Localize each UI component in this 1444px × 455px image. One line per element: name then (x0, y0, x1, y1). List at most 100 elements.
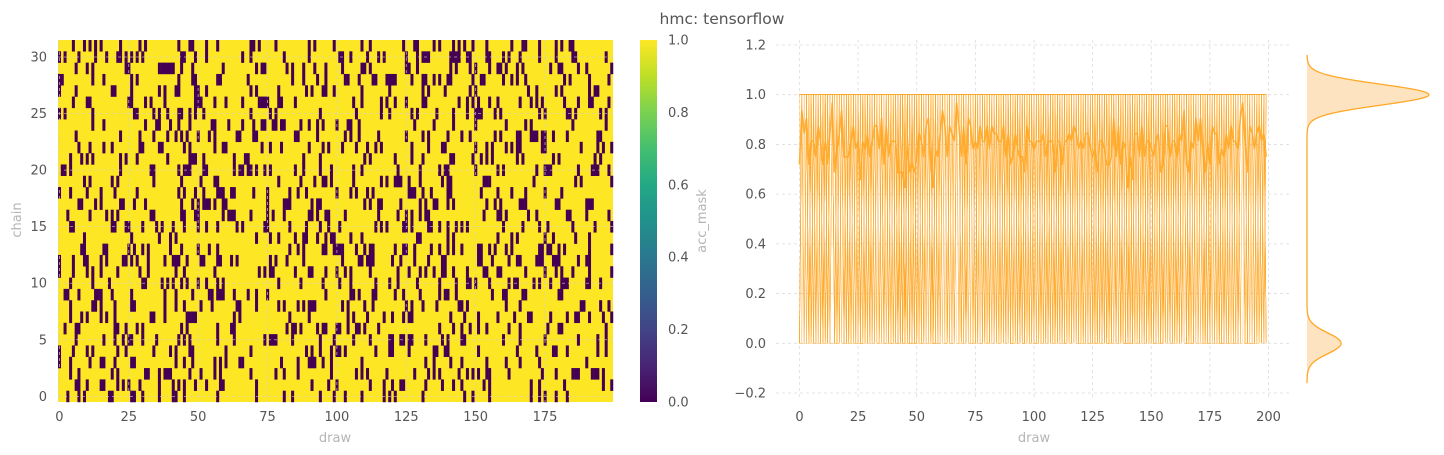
heatmap-cell (349, 266, 353, 278)
heatmap-cell (607, 96, 611, 109)
heatmap-cell (479, 73, 483, 86)
heatmap-cell (293, 164, 297, 176)
heatmap-cell (282, 300, 286, 312)
heatmap-cell (468, 51, 472, 63)
heatmap-cell (477, 311, 481, 324)
heatmap-cell (443, 164, 447, 176)
heatmap-cell (102, 73, 106, 86)
heatmap-cell (435, 345, 439, 357)
heatmap-cell (135, 153, 139, 165)
heatmap-cell (94, 198, 98, 210)
heatmap-cell (596, 368, 600, 380)
heatmap-cell (488, 379, 492, 391)
heatmap-cell (432, 368, 436, 380)
heatmap-cell (438, 243, 442, 256)
heatmap-cell (427, 85, 431, 97)
heatmap-cell (399, 198, 403, 210)
heatmap-cell (163, 62, 167, 75)
heatmap-cell (271, 209, 275, 222)
heatmap-cell (80, 153, 84, 165)
heatmap-cell (435, 198, 439, 210)
heatmap-cell (218, 73, 222, 86)
heatmap-cell (85, 266, 89, 278)
heatmap-cell (377, 130, 381, 143)
heatmap-cell (302, 164, 306, 176)
heatmap-cell (191, 198, 195, 210)
heatmap-cell (191, 288, 195, 301)
heatmap-cell (163, 288, 167, 301)
heatmap-cell (346, 322, 350, 335)
heatmap-cell (255, 85, 259, 97)
heatmap-cell (554, 254, 558, 267)
heatmap-cell (291, 322, 295, 335)
trace-x-label: draw (1018, 431, 1051, 446)
heatmap-cell (185, 254, 189, 267)
heatmap-cell (524, 266, 528, 278)
heatmap-cell (607, 73, 611, 86)
trace-x-tick-label: 200 (1256, 410, 1281, 425)
heatmap-cell (255, 232, 259, 244)
heatmap-cell (440, 266, 444, 278)
heatmap-cell (249, 209, 253, 222)
heatmap-x-tick-label: 175 (533, 410, 558, 425)
heatmap-cell (180, 130, 184, 143)
heatmap-cell (493, 107, 497, 120)
heatmap-cell (82, 232, 86, 244)
heatmap-cell (504, 119, 508, 131)
heatmap-cell (607, 300, 611, 312)
heatmap-cell (540, 141, 544, 154)
heatmap-cell (313, 62, 317, 75)
heatmap-cell (496, 266, 500, 278)
heatmap-cell (132, 300, 136, 312)
heatmap-cell (446, 232, 450, 244)
heatmap-cell (449, 311, 453, 324)
heatmap-cell (113, 85, 117, 97)
heatmap-cell (471, 368, 475, 380)
heatmap-cell (360, 164, 364, 176)
heatmap-cell (585, 209, 589, 222)
heatmap-cell (421, 390, 425, 403)
heatmap-cell (152, 209, 156, 222)
heatmap-cell (440, 141, 444, 154)
heatmap-cell (415, 107, 419, 120)
heatmap-cell (113, 322, 117, 335)
heatmap-cell (191, 40, 195, 52)
heatmap-cell (63, 322, 67, 335)
heatmap-cell (352, 96, 356, 109)
heatmap-cell (102, 243, 106, 256)
heatmap-cell (332, 40, 336, 52)
trace-y-tick-label: −0.2 (734, 387, 766, 402)
heatmap-cell (324, 209, 328, 222)
heatmap-cell (518, 356, 522, 369)
heatmap-cell (424, 266, 428, 278)
heatmap-cell (563, 379, 567, 391)
heatmap-cell (216, 40, 220, 52)
heatmap-x-ticks: 0 25 50 75 100 125 150 175 (55, 410, 557, 425)
heatmap-cell (518, 141, 522, 154)
heatmap-cell (377, 209, 381, 222)
heatmap-cell (410, 221, 414, 233)
heatmap-cell (213, 119, 217, 131)
heatmap-cell (138, 141, 142, 154)
heatmap-cell (557, 62, 561, 75)
heatmap-cell (60, 73, 64, 86)
heatmap-cell (91, 277, 95, 290)
heatmap-cell (557, 153, 561, 165)
heatmap-cell (368, 198, 372, 210)
heatmap-cell (546, 164, 550, 176)
heatmap-cell (493, 198, 497, 210)
heatmap-cell (396, 277, 400, 290)
heatmap-cell (488, 51, 492, 63)
heatmap-cell (588, 277, 592, 290)
heatmap-cell (218, 368, 222, 380)
heatmap-cell (185, 164, 189, 176)
heatmap-cell (213, 175, 217, 188)
heatmap-cell (393, 288, 397, 301)
heatmap-cell (113, 221, 117, 233)
trace-y-tick-label: 0.6 (745, 188, 766, 203)
heatmap-cell (304, 232, 308, 244)
heatmap-cell (166, 153, 170, 165)
heatmap-cell (285, 254, 289, 267)
heatmap-cell (193, 209, 197, 222)
heatmap-cell (277, 277, 281, 290)
